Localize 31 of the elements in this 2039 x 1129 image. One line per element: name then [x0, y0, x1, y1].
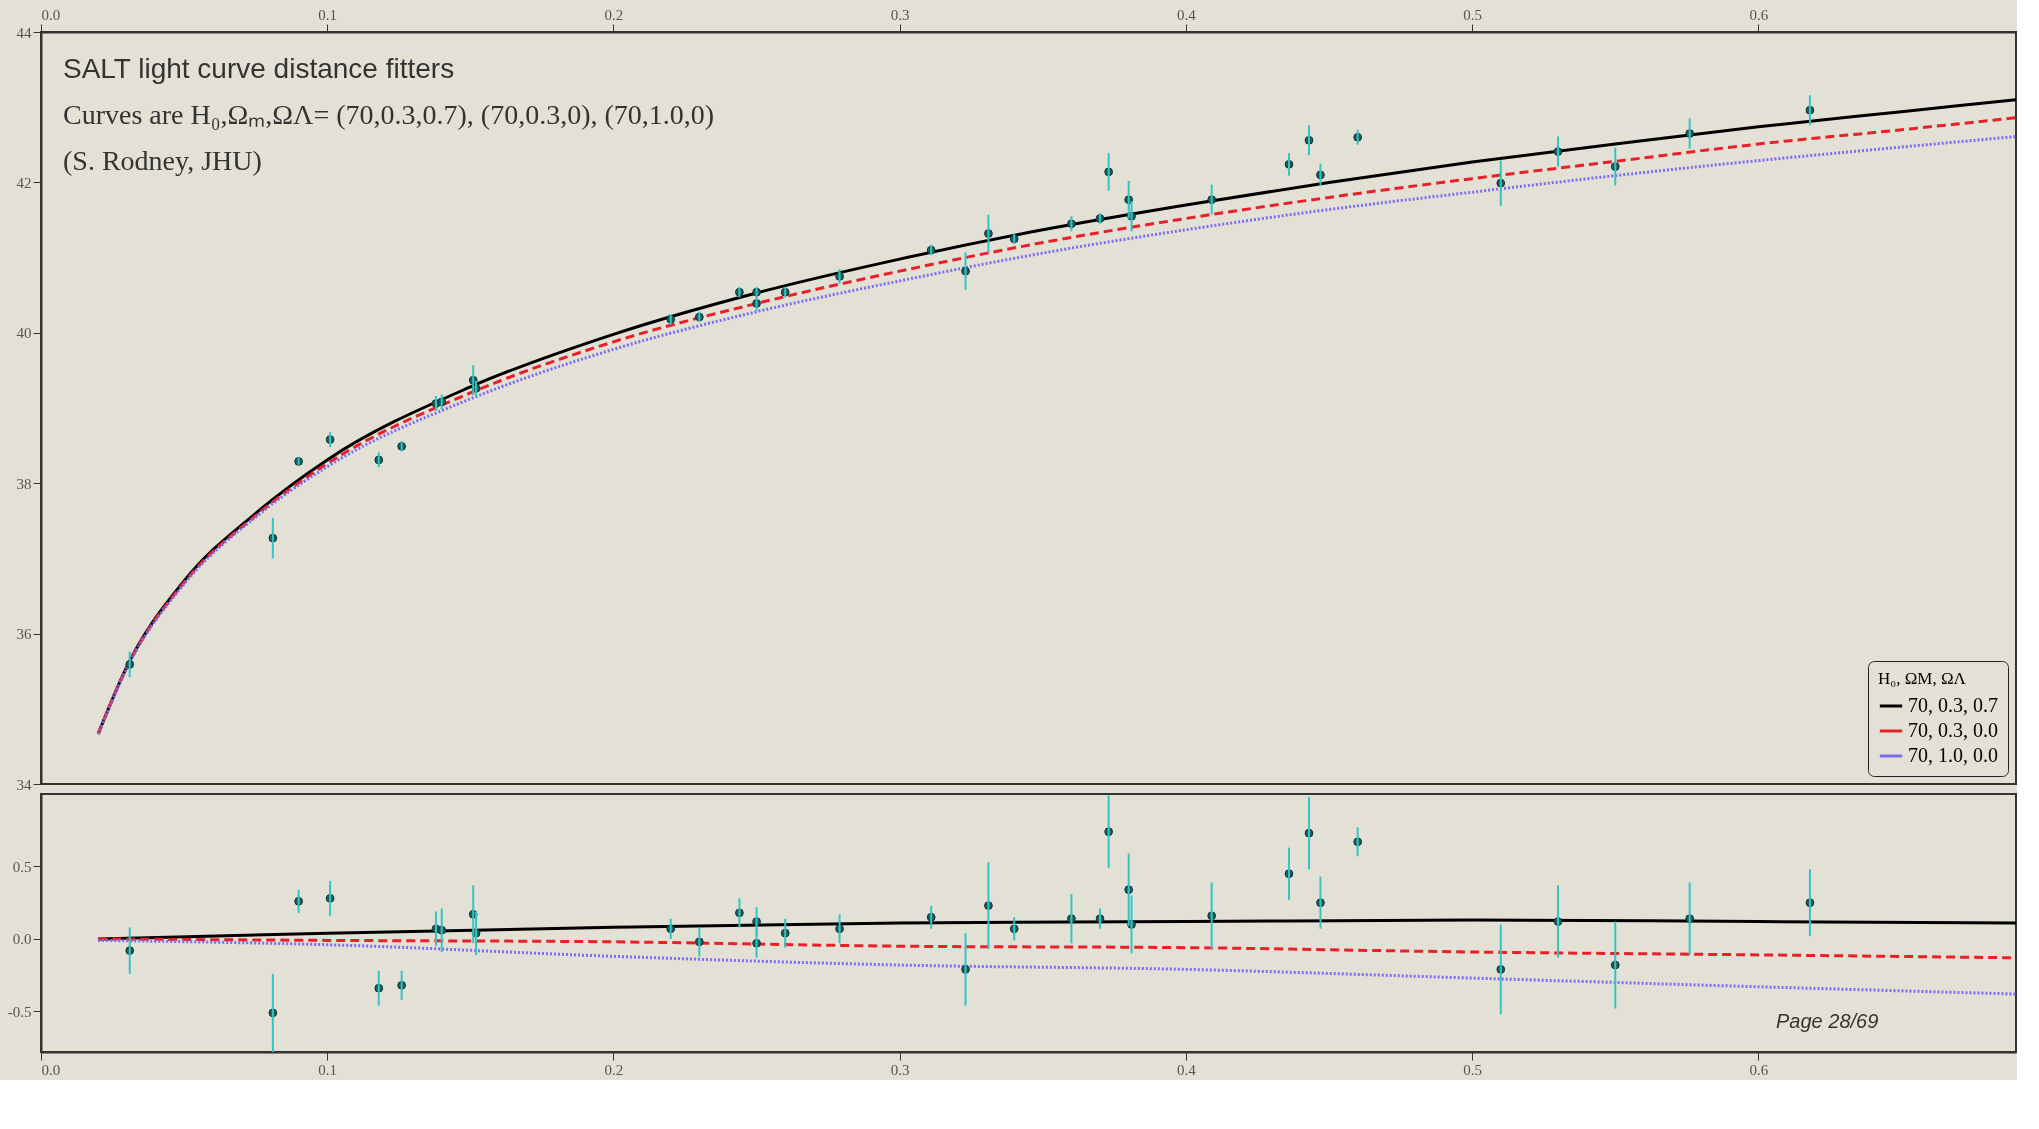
legend-label: 70, 0.3, 0.0 [1908, 719, 1998, 741]
x-tick-label: 0.6 [1749, 1061, 1769, 1078]
text: Curves are H₀,Ωₘ,ΩΛ= (70,0.3,0.7), (70,0.3,0), (70,1.0,0) [63, 99, 715, 130]
y-tick-label: 0.5 [12, 858, 32, 875]
y-tick-label: 44 [16, 24, 32, 41]
y-tick-label: 38 [16, 475, 32, 492]
x-tick-label: 0.3 [890, 6, 910, 23]
y-tick-label: -0.5 [7, 1003, 32, 1020]
y-tick-label: 34 [16, 776, 32, 793]
x-tick-label: 0.0 [41, 1061, 61, 1078]
legend-label: 70, 0.3, 0.7 [1908, 694, 1998, 716]
y-tick-label: 0.0 [12, 931, 32, 948]
x-tick-label: 0.4 [1177, 6, 1197, 23]
annotation: (S. Rodney, JHU) [63, 145, 262, 176]
y-tick-label: 36 [16, 626, 32, 643]
annotation: Page 28/69 [1776, 1010, 1879, 1032]
x-tick-label: 0.5 [1463, 1061, 1483, 1078]
x-tick-label: 0.6 [1749, 6, 1769, 23]
legend-title: H₀, ΩM, ΩΛ [1878, 669, 1967, 688]
x-tick-label: 0.5 [1463, 6, 1483, 23]
x-tick-label: 0.1 [318, 6, 338, 23]
x-tick-label: 0.2 [604, 1061, 624, 1078]
x-tick-label: 0.2 [604, 6, 624, 23]
text: SALT light curve distance fitters [63, 53, 455, 84]
x-tick-label: 0.3 [890, 1061, 910, 1078]
x-tick-label: 0.4 [1177, 1061, 1197, 1078]
y-tick-label: 40 [16, 325, 32, 342]
x-tick-label: 0.0 [41, 6, 61, 23]
y-tick-label: 42 [16, 174, 32, 191]
x-tick-label: 0.1 [318, 1061, 338, 1078]
legend-label: 70, 1.0, 0.0 [1908, 744, 1998, 766]
